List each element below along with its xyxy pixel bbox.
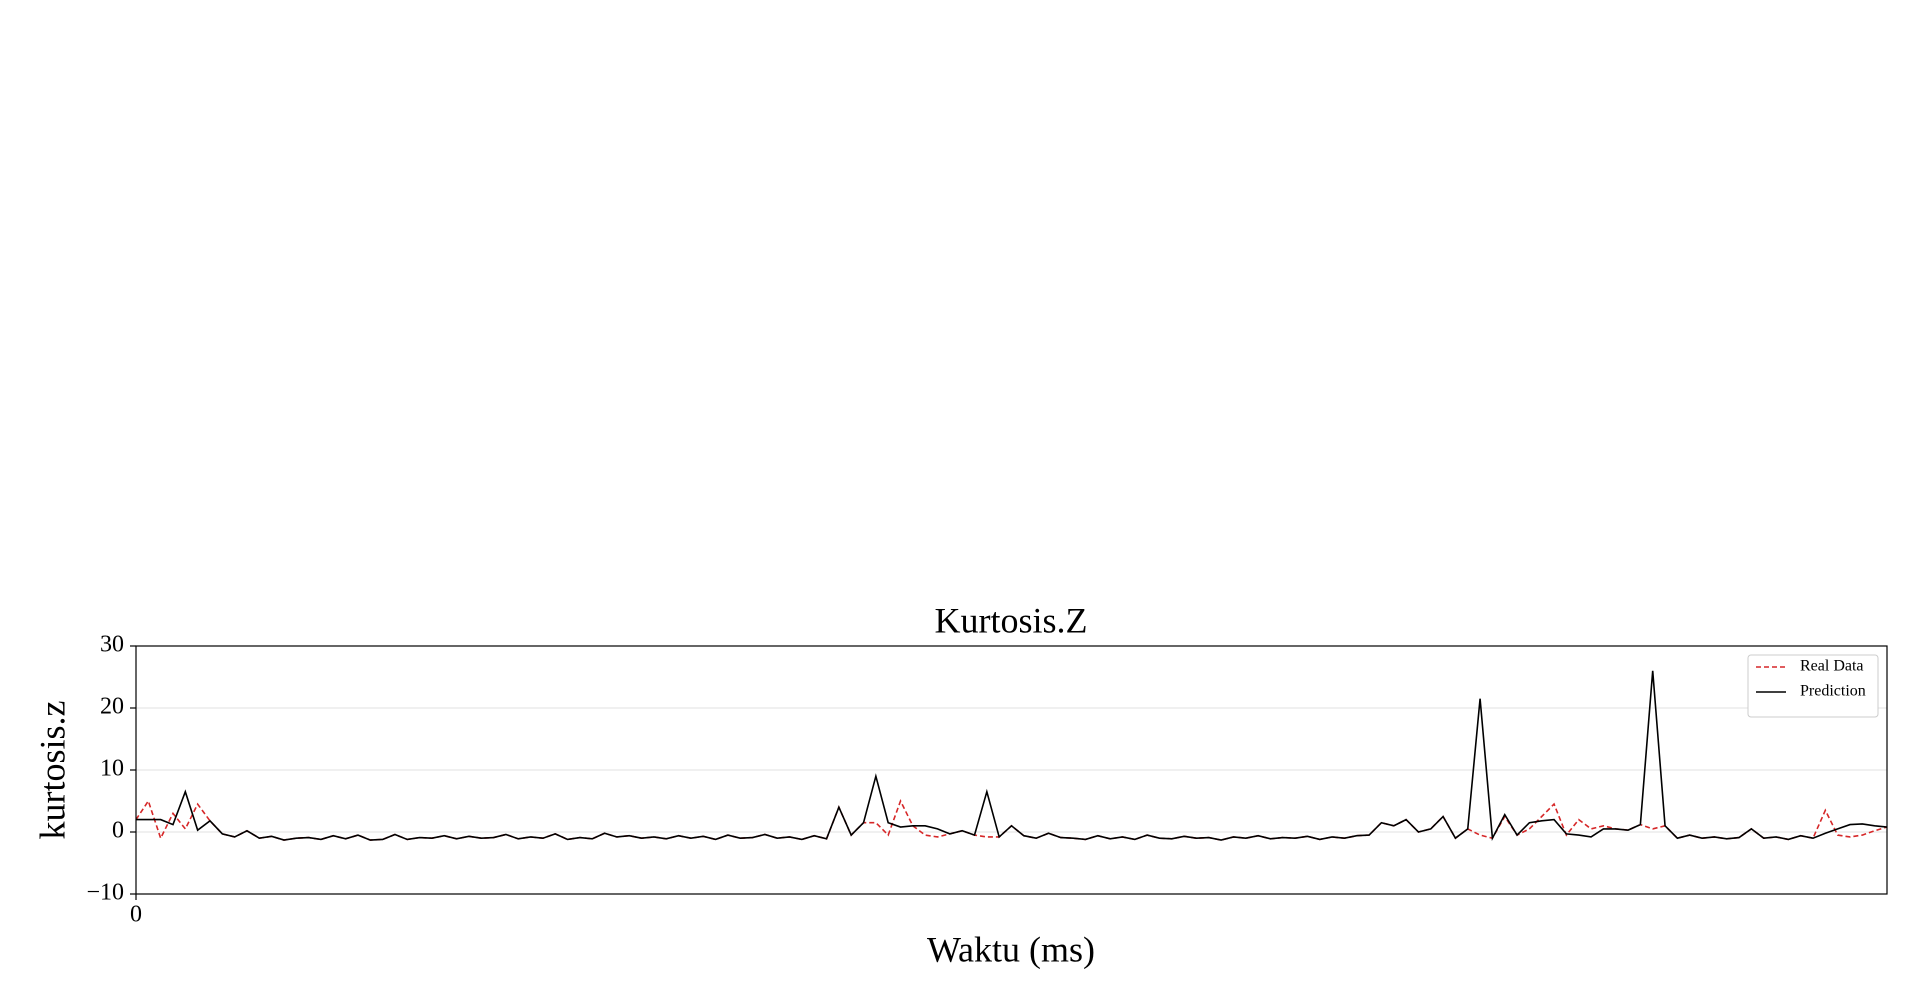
series-line [135, 798, 1888, 841]
plot-frame [135, 645, 1888, 895]
y-axis-label: kurtosis.z [32, 701, 72, 840]
y-tick-label: 0 [112, 818, 124, 844]
x-tick-label: 0 [130, 902, 142, 928]
y-tick-label: 30 [100, 632, 124, 658]
legend-label: Real Data [1800, 658, 1864, 675]
series-line [136, 670, 1888, 841]
y-tick-label: 20 [100, 694, 124, 720]
chart-title: Kurtosis.Z [935, 600, 1088, 640]
y-tick-label: 10 [100, 756, 124, 782]
legend-box [1747, 654, 1879, 718]
x-axis-label: Waktu (ms) [927, 929, 1095, 969]
legend-label: Prediction [1800, 683, 1866, 700]
y-tick-label: −10 [86, 880, 124, 906]
